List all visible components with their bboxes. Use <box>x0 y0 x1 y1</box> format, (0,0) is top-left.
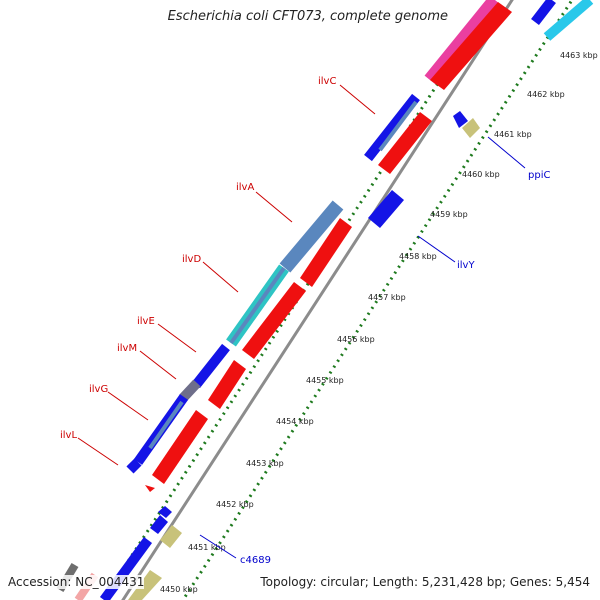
gene-ilvG-reverse-arrow[interactable] <box>152 410 208 484</box>
gene-ilvE-reverse-arrow[interactable] <box>208 360 246 409</box>
gene-ilvD-label[interactable]: ilvD <box>182 254 201 265</box>
blue-feature-top-bar[interactable] <box>531 0 556 26</box>
inner-tick-track <box>181 0 574 600</box>
gene-ilvC-label[interactable]: ilvC <box>318 76 336 87</box>
tick-label-4461: 4461 kbp <box>494 130 532 139</box>
gene-ilvG-label[interactable]: ilvG <box>89 384 108 395</box>
gene-ilvA-label[interactable]: ilvA <box>236 182 254 193</box>
genome-backbone <box>121 0 514 600</box>
tick-label-4452: 4452 kbp <box>216 500 254 509</box>
gene-ilvM-forward-bar[interactable] <box>179 379 201 402</box>
blue-feature-bottom-bar[interactable] <box>99 537 153 600</box>
pink-feature-bar[interactable] <box>424 0 501 85</box>
gene-c4689-label[interactable]: c4689 <box>240 555 271 566</box>
gene-ilvL-leader-line <box>77 437 119 466</box>
gene-ppiC-inner-arrow[interactable] <box>453 111 468 128</box>
tick-label-4459: 4459 kbp <box>430 210 468 219</box>
tick-label-4454: 4454 kbp <box>276 417 314 426</box>
gene-ilvL-reverse-arrow[interactable] <box>145 485 155 492</box>
gene-ilvY-leader-line <box>417 235 456 263</box>
khaki-feature-ppiC[interactable] <box>462 118 480 138</box>
gene-ilvE-forward-bar[interactable] <box>192 343 230 389</box>
gene-c4689-inner-arrow[interactable] <box>150 515 168 534</box>
reverse-cds-top-arrow[interactable] <box>430 2 512 90</box>
gene-ilvG-overlay-bar[interactable] <box>148 400 184 450</box>
gene-ilvY-label[interactable]: ilvY <box>457 260 475 271</box>
tick-label-4456: 4456 kbp <box>337 335 375 344</box>
gene-ilvC-reverse-arrow[interactable] <box>378 112 432 174</box>
gene-ilvD-overlay-bar[interactable] <box>229 266 286 345</box>
gene-ilvE-leader-line <box>157 323 197 353</box>
genome-title: Escherichia coli CFT073, complete genome <box>167 9 448 24</box>
blue-feature-c4689-top[interactable] <box>158 506 172 518</box>
gene-ilvA-reverse-arrow[interactable] <box>300 218 352 287</box>
gene-ilvD-reverse-arrow[interactable] <box>242 282 306 359</box>
gene-ilvM-label[interactable]: ilvM <box>117 343 137 354</box>
reverse-gene-labels: ppiC ilvY c4689 <box>199 136 550 566</box>
accession-text: Accession: NC_004431 <box>8 575 145 589</box>
gene-ilvY-inner-arrow[interactable] <box>368 190 404 228</box>
tick-label-4463: 4463 kbp <box>560 51 598 60</box>
tick-label-layer: 4450 kbp 4451 kbp 4452 kbp 4453 kbp 4454… <box>160 51 598 594</box>
tick-label-4455: 4455 kbp <box>306 376 344 385</box>
gene-ilvE-label[interactable]: ilvE <box>137 316 155 327</box>
inner-feature-track <box>128 111 480 600</box>
gene-ilvL-label[interactable]: ilvL <box>60 430 77 441</box>
gene-ilvD-leader-line <box>202 261 239 293</box>
gene-ilvL-forward-bar[interactable] <box>126 458 142 474</box>
gene-ilvC-forward-bar[interactable] <box>364 93 420 162</box>
forward-gene-labels: ilvC ilvA ilvD ilvE ilvM ilvG ilvL <box>60 76 376 466</box>
tick-label-4450: 4450 kbp <box>160 585 198 594</box>
gene-ppiC-leader-line <box>487 136 526 169</box>
reverse-strand-track <box>145 2 512 492</box>
gene-ilvC-overlay-bar[interactable] <box>378 100 418 152</box>
genome-summary-text: Topology: circular; Length: 5,231,428 bp… <box>260 575 590 589</box>
tick-label-4458: 4458 kbp <box>399 252 437 261</box>
tick-label-4457: 4457 kbp <box>368 293 406 302</box>
tick-label-4460: 4460 kbp <box>462 170 500 179</box>
gene-c4689-leader-line <box>199 534 237 559</box>
gene-ilvA-forward-bar[interactable] <box>279 200 344 273</box>
gene-ppiC-label[interactable]: ppiC <box>528 170 550 181</box>
gene-ilvG-leader-line <box>107 391 149 421</box>
tick-label-4451: 4451 kbp <box>188 543 226 552</box>
khaki-feature-bottom[interactable] <box>128 570 162 600</box>
gene-ilvM-leader-line <box>139 350 177 380</box>
tick-label-4453: 4453 kbp <box>246 459 284 468</box>
gene-ilvA-leader-line <box>255 191 293 223</box>
gene-ilvC-leader-line <box>339 84 376 115</box>
forward-strand-track <box>56 0 594 600</box>
tick-label-4462: 4462 kbp <box>527 90 565 99</box>
outer-tick-track <box>101 0 494 600</box>
cyan-feature-top-bar[interactable] <box>543 0 594 41</box>
khaki-feature-c4689[interactable] <box>160 525 182 548</box>
